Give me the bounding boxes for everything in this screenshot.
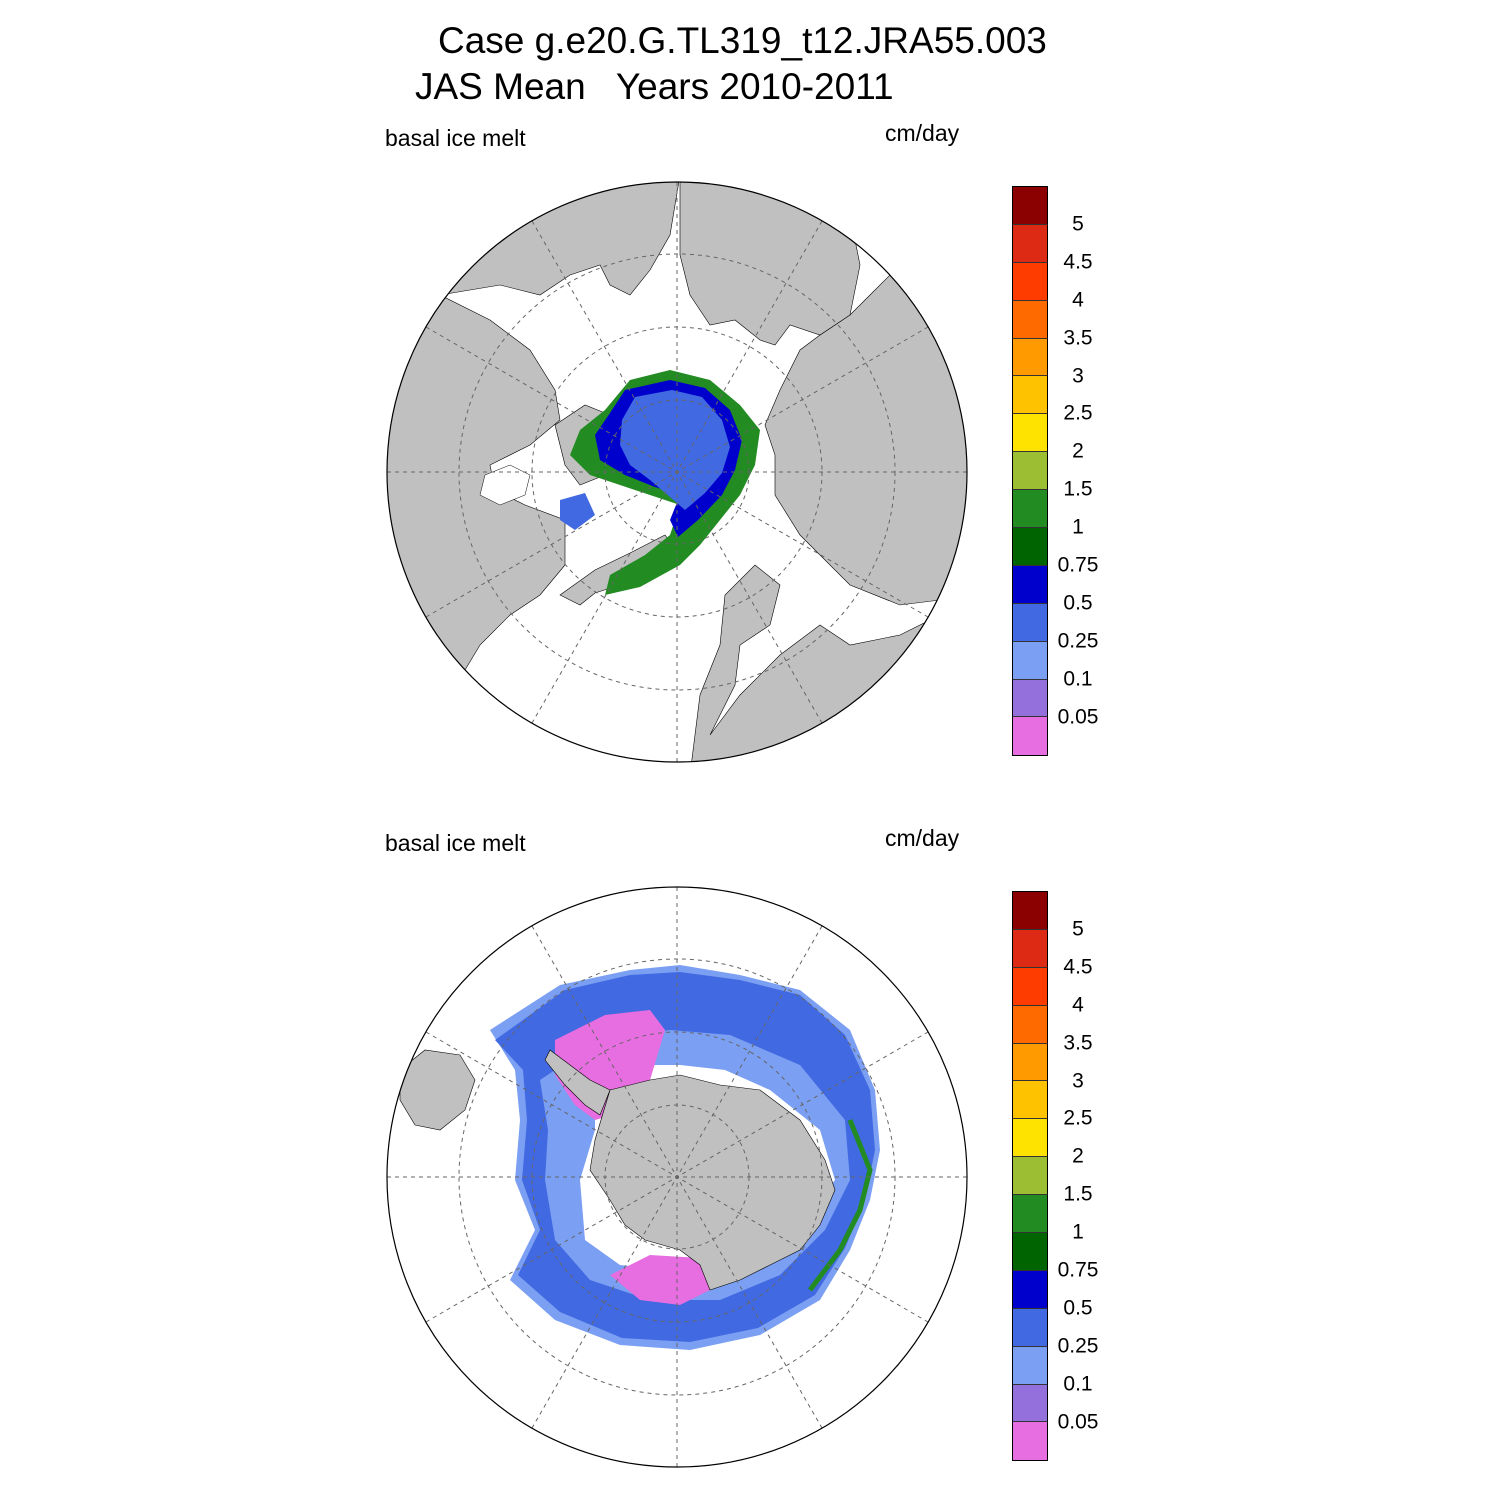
- panel2-colorbar-tick-label: 4: [1072, 993, 1084, 1017]
- land-antarctic-peninsula: [544, 1049, 611, 1116]
- panel1-colorbar-swatch: [1013, 338, 1047, 377]
- panel1-colorbar-swatch: [1013, 490, 1047, 529]
- panel1-colorbar-swatch: [1013, 679, 1047, 718]
- panel2-units-label: cm/day: [885, 825, 960, 851]
- panel2-colorbar-swatch: [1013, 892, 1047, 930]
- panel2-colorbar-tick-label: 0.75: [1057, 1258, 1099, 1282]
- panel1-colorbar-tick-label: 3: [1072, 364, 1084, 387]
- panel1-colorbar-tick-label: 1.5: [1063, 477, 1093, 501]
- panel2-colorbar: [1012, 891, 1048, 1462]
- ice-royalblue-core: [620, 390, 730, 510]
- graticule: [387, 887, 967, 1467]
- panel2-colorbar-tick-label: 2: [1072, 1144, 1084, 1168]
- ice-baffin-bay: [560, 493, 595, 530]
- panel2-colorbar-swatch: [1013, 1157, 1047, 1196]
- ice-green-edge: [808, 1119, 873, 1292]
- panel2-colorbar-swatch: [1013, 929, 1047, 968]
- panel1-colorbar-swatch: [1013, 262, 1047, 301]
- panel1-colorbar-swatch: [1013, 224, 1047, 263]
- panel1-colorbar-tick-label: 2.5: [1063, 401, 1093, 425]
- panel2-colorbar-swatch: [1013, 1384, 1047, 1423]
- panel2-colorbar-tick-label: 0.05: [1057, 1410, 1099, 1434]
- ice-hudson: [479, 464, 531, 506]
- ice-pink-ross: [610, 1255, 710, 1305]
- panel2-colorbar-swatch: [1013, 1308, 1047, 1347]
- panel2-colorbar-tick-label: 5: [1072, 917, 1084, 941]
- panel2-colorbar-tick-label: 0.5: [1063, 1296, 1093, 1320]
- arctic-polar-map: [386, 181, 968, 763]
- land-antarctica: [589, 1074, 836, 1291]
- panel1-colorbar-tick-label: 5: [1072, 212, 1084, 236]
- panel2-colorbar-tick-label: 2.5: [1063, 1106, 1093, 1130]
- panel2-colorbar-swatch: [1013, 1422, 1047, 1461]
- panel2-colorbar-tick-label: 3: [1072, 1069, 1084, 1092]
- panel1-colorbar-swatch: [1013, 641, 1047, 680]
- panel1-colorbar-tick-label: 0.25: [1057, 629, 1099, 653]
- panel2-colorbar-swatch: [1013, 1270, 1047, 1309]
- panel1-colorbar-swatch: [1013, 187, 1047, 225]
- panel1-colorbar-tick-label: 0.75: [1057, 553, 1099, 577]
- figure-title-line1: Case g.e20.G.TL319_t12.JRA55.003: [438, 20, 1047, 61]
- panel1-colorbar: [1012, 186, 1048, 757]
- panel1-colorbar-tick-label: 4.5: [1063, 250, 1093, 274]
- panel1-colorbar-tick-label: 4: [1072, 288, 1084, 312]
- panel2-colorbar-tick-label: 3.5: [1063, 1031, 1093, 1055]
- panel1-colorbar-swatch: [1013, 528, 1047, 566]
- panel1-colorbar-swatch: [1013, 414, 1047, 453]
- panel2-colorbar-swatch: [1013, 1081, 1047, 1120]
- panel2-variable-label: basal ice melt: [385, 830, 526, 856]
- panel2-colorbar-swatch: [1013, 1233, 1047, 1271]
- panel1-colorbar-swatch: [1013, 717, 1047, 756]
- panel2-colorbar-swatch: [1013, 967, 1047, 1006]
- graticule: [387, 182, 967, 762]
- panel1-colorbar-tick-label: 0.1: [1063, 667, 1093, 691]
- panel1-colorbar-tick-label: 0.05: [1057, 705, 1099, 729]
- panel2-colorbar-swatch: [1013, 1195, 1047, 1234]
- land-south-america: [399, 1049, 476, 1131]
- panel1-units-label: cm/day: [885, 120, 960, 146]
- panel1-colorbar-tick-label: 3.5: [1063, 326, 1093, 350]
- panel1-colorbar-swatch: [1013, 376, 1047, 415]
- figure-title-line2: JAS Mean Years 2010-2011: [415, 66, 894, 107]
- antarctic-polar-map: [386, 886, 968, 1468]
- panel1-colorbar-tick-label: 1: [1072, 515, 1084, 539]
- panel1-colorbar-swatch: [1013, 300, 1047, 339]
- panel1-colorbar-tick-label: 2: [1072, 439, 1084, 463]
- panel2-colorbar-tick-label: 1.5: [1063, 1182, 1093, 1206]
- panel2-colorbar-swatch: [1013, 1346, 1047, 1385]
- panel2-colorbar-tick-label: 0.1: [1063, 1372, 1093, 1396]
- panel1-colorbar-swatch: [1013, 603, 1047, 642]
- panel1-variable-label: basal ice melt: [385, 125, 526, 151]
- panel2-colorbar-tick-label: 4.5: [1063, 955, 1093, 979]
- panel2-colorbar-swatch: [1013, 1119, 1047, 1158]
- panel1-colorbar-tick-label: 0.5: [1063, 591, 1093, 615]
- panel2-colorbar-swatch: [1013, 1043, 1047, 1082]
- panel2-colorbar-tick-label: 0.25: [1057, 1334, 1099, 1358]
- panel1-colorbar-swatch: [1013, 565, 1047, 604]
- panel1-colorbar-swatch: [1013, 452, 1047, 491]
- panel2-colorbar-swatch: [1013, 1005, 1047, 1044]
- panel2-colorbar-tick-label: 1: [1072, 1220, 1084, 1244]
